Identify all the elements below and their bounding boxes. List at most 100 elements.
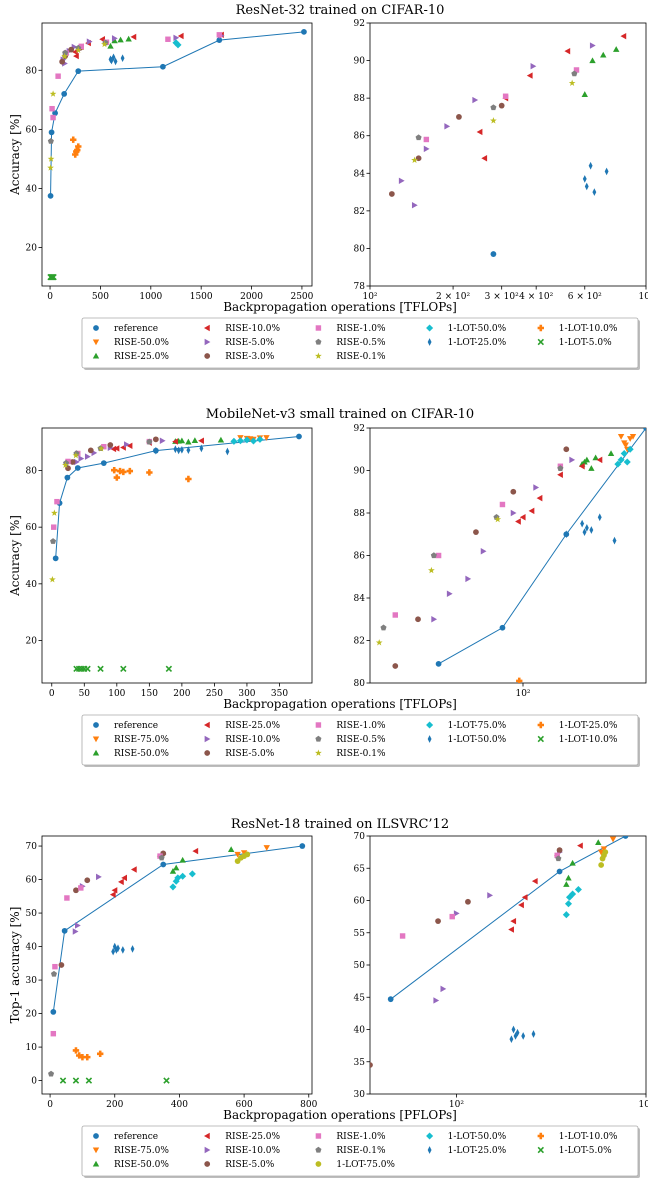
chart-1-left-ytick-label: 40 bbox=[26, 580, 38, 590]
chart-1-legend-marker bbox=[204, 735, 211, 743]
chart-1-right-rise-0-1-point bbox=[494, 515, 502, 523]
chart-1-legend-entry: RISE-10.0% bbox=[225, 735, 280, 745]
chart-1-legend-entry: reference bbox=[114, 721, 158, 731]
chart-1-left-xtick-label: 0 bbox=[49, 689, 55, 699]
chart-1-right-rise-5-0-point bbox=[392, 663, 399, 669]
chart-0-right-axes-frame bbox=[369, 22, 647, 287]
chart-2-left-rise-50-0-point bbox=[179, 856, 186, 863]
chart-2-legend-entry: RISE-0.1% bbox=[336, 1146, 386, 1156]
chart-2-right-ytick-label: 55 bbox=[354, 929, 366, 939]
chart-1-right-1-lot-75-0-point bbox=[623, 458, 631, 466]
chart-0-right-xtick-label: 10² bbox=[362, 292, 377, 302]
chart-2-right-rise-5-0-point bbox=[370, 1062, 373, 1068]
chart-2-legend-entry: 1-LOT-50.0% bbox=[448, 1132, 507, 1142]
chart-1-left-rise-25-0-point bbox=[110, 445, 117, 453]
chart-2-left-ytick-label: 60 bbox=[26, 876, 38, 886]
chart-0-left-rise-0-1-point bbox=[74, 46, 82, 54]
chart-1-legend-marker bbox=[315, 722, 322, 728]
chart-0-left-rise-25-0-point bbox=[107, 42, 114, 49]
chart-1-right-1-lot-50-0-point bbox=[589, 526, 594, 534]
chart-2-left-rise-0-1-point bbox=[50, 970, 58, 977]
chart-1-left-ytick-label: 80 bbox=[26, 467, 38, 477]
chart-0-right-1-lot-25-0-point bbox=[588, 161, 593, 170]
chart-1-left-1-lot-25-0-point bbox=[146, 469, 153, 476]
chart-1-right-rise-10-0-point bbox=[480, 548, 487, 555]
chart-0-left-reference-line bbox=[50, 31, 304, 196]
chart-0-right-ytick-label: 80 bbox=[354, 244, 366, 254]
chart-0-left-rise-3-0-point bbox=[59, 58, 66, 65]
chart-0-right-ytick-label: 88 bbox=[354, 94, 366, 104]
chart-0-left-rise-5-0-point bbox=[86, 38, 93, 45]
chart-0-legend-marker bbox=[315, 338, 322, 345]
chart-2-left-reference-point bbox=[160, 861, 167, 868]
chart-2-legend-marker bbox=[204, 1161, 211, 1167]
chart-2-left-1-lot-25-0-point bbox=[120, 946, 125, 954]
chart-2-left-1-lot-50-0-point bbox=[188, 870, 196, 878]
chart-2-left-1-lot-10-0-point bbox=[84, 1053, 91, 1061]
chart-0-right-rise-25-0-point bbox=[600, 51, 607, 58]
chart-1-right-1-lot-25-0-point bbox=[516, 677, 523, 683]
chart-0-right-xtick-label: 3 × 10² bbox=[485, 292, 519, 302]
chart-2-legend-entry: 1-LOT-75.0% bbox=[336, 1160, 395, 1170]
chart-2-right-rise-25-0-point bbox=[577, 842, 583, 849]
chart-1-left-1-lot-25-0-point bbox=[185, 475, 192, 483]
chart-1-legend-marker bbox=[315, 749, 322, 756]
chart-2-right-ytick-label: 40 bbox=[354, 1026, 366, 1036]
chart-1-left-rise-10-0-point bbox=[73, 458, 80, 466]
chart-1-legend-entry: RISE-50.0% bbox=[114, 749, 169, 759]
chart-1-left-rise-50-0-point bbox=[217, 436, 225, 443]
chart-1-left-rise-0-5-point bbox=[50, 538, 57, 544]
chart-2-right-rise-25-0-point bbox=[510, 917, 517, 925]
chart-2-right-1-lot-25-0-point bbox=[531, 1030, 536, 1038]
chart-2-left-1-lot-10-0-point bbox=[97, 1050, 104, 1057]
chart-1-right-rise-0-1-point bbox=[428, 566, 435, 574]
chart-0-left-ytick-label: 20 bbox=[26, 244, 38, 254]
chart-1-left-rise-0-5-point bbox=[146, 438, 153, 445]
chart-2-left-rise-5-0-point bbox=[84, 877, 91, 884]
chart-0-right-rise-3-0-point bbox=[415, 155, 422, 162]
chart-2-right-1-lot-25-0-point bbox=[509, 1035, 514, 1044]
chart-2-right-rise-25-0-point bbox=[521, 894, 528, 901]
chart-0-xlabel: Backpropagation operations [TFLOPs] bbox=[223, 300, 457, 314]
chart-1-right-rise-10-0-point bbox=[510, 509, 517, 517]
chart-0-right-xtick-label: 10³ bbox=[638, 292, 648, 302]
chart-2-left-rise-50-0-point bbox=[227, 846, 235, 852]
chart-2-legend-entry: RISE-75.0% bbox=[114, 1146, 169, 1156]
chart-2-left-ytick-label: 50 bbox=[26, 909, 38, 919]
chart-2-left-xtick-label: 400 bbox=[171, 1100, 188, 1110]
chart-1-left-panel: 0 50 100 150 200 250 300 350 20 40 60 80 bbox=[26, 427, 313, 699]
chart-0-title: ResNet-32 trained on CIFAR-10 bbox=[236, 3, 445, 18]
chart-0-left-rise-25-0-point bbox=[111, 37, 118, 44]
chart-1-right-1-lot-50-0-point bbox=[582, 528, 587, 536]
chart-2-right-1-lot-50-0-point bbox=[569, 890, 577, 898]
chart-1-left-1-lot-50-0-point bbox=[186, 446, 191, 454]
chart-1-legend-box bbox=[81, 714, 639, 766]
chart-0-legend-entry: RISE-25.0% bbox=[114, 352, 169, 362]
chart-2-left-reference-line bbox=[52, 845, 303, 1012]
chart-2-left-rise-10-0-point bbox=[96, 873, 102, 881]
chart-0-right-rise-25-0-point bbox=[613, 46, 620, 52]
chart-0-right-rise-5-0-point bbox=[423, 145, 430, 153]
chart-2-left-reference-point bbox=[61, 927, 68, 934]
chart-0-left-rise-5-0-point bbox=[173, 34, 180, 41]
chart-1-right-rise-50-0-point bbox=[607, 450, 615, 457]
chart-1-legend-marker bbox=[92, 736, 100, 743]
chart-2-title: ResNet-18 trained on ILSVRC’12 bbox=[231, 817, 449, 832]
chart-1-left-1-lot-75-0-point bbox=[230, 437, 238, 445]
chart-2-left-ytick-label: 40 bbox=[26, 943, 38, 953]
chart-1-right-rise-5-0-point bbox=[415, 616, 421, 623]
chart-1-left-rise-5-0-point bbox=[107, 442, 114, 448]
chart-0-left-rise-0-1-point bbox=[61, 52, 69, 60]
chart-0-left-xtick-label: 1000 bbox=[139, 292, 162, 302]
chart-2-left-rise-10-0-point bbox=[75, 922, 81, 929]
chart-1-right-rise-25-0-point bbox=[515, 518, 521, 525]
chart-1-right-ytick-label: 84 bbox=[354, 594, 366, 604]
chart-0-legend-entry: RISE-10.0% bbox=[225, 324, 280, 334]
chart-2-left-axes-frame bbox=[41, 835, 313, 1095]
chart-1-left-xtick-label: 200 bbox=[173, 689, 190, 699]
chart-0-left-xtick-label: 500 bbox=[92, 292, 109, 302]
chart-0-left-rise-25-0-point bbox=[117, 36, 124, 43]
chart-0-left-reference-point bbox=[301, 28, 307, 35]
chart-1-left-rise-25-0-point bbox=[113, 445, 120, 452]
chart-1-right-rise-75-0-point bbox=[629, 433, 637, 440]
